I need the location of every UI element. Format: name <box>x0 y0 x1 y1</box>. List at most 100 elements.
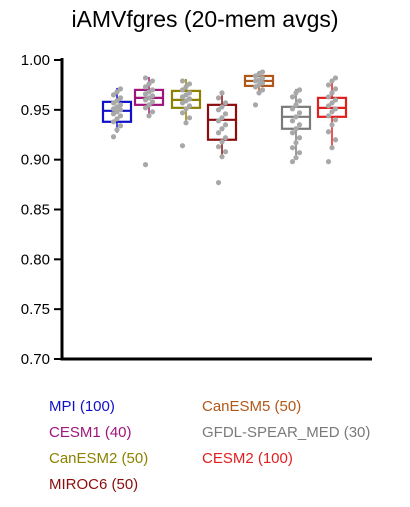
data-point <box>332 137 339 143</box>
data-point <box>117 123 124 129</box>
data-point <box>259 87 266 93</box>
data-point <box>222 149 229 155</box>
data-point <box>293 102 299 108</box>
data-point <box>215 179 222 186</box>
data-point <box>332 117 339 123</box>
legend-item-gfdl-spear_med: GFDL-SPEAR_MED (30) <box>202 424 371 441</box>
data-point <box>183 84 189 90</box>
data-point <box>215 130 222 136</box>
data-point <box>293 90 299 96</box>
data-point <box>149 109 156 115</box>
box-cesm2 <box>316 75 348 165</box>
data-point <box>296 150 303 156</box>
data-point <box>179 87 186 93</box>
legend-item-mpi: MPI (100) <box>49 398 115 415</box>
data-point <box>325 94 332 100</box>
axes: 1.00 0.95 0.90 0.85 0.80 0.75 0.70 <box>21 52 372 368</box>
y-tick-label: 0.70 <box>21 351 50 368</box>
data-point <box>289 145 296 151</box>
y-tick-label: 1.00 <box>21 52 50 69</box>
y-tick-label: 0.90 <box>21 152 50 169</box>
data-point <box>149 78 156 84</box>
data-point <box>142 75 149 81</box>
data-point <box>186 81 193 87</box>
data-point <box>146 102 152 108</box>
data-point <box>219 154 225 160</box>
data-point <box>186 115 193 121</box>
legend-item-miroc6: MIROC6 (50) <box>49 476 139 493</box>
data-point <box>219 104 225 110</box>
data-point <box>329 109 335 115</box>
data-point <box>142 162 149 168</box>
data-point <box>296 135 303 141</box>
box-miroc6 <box>206 90 238 186</box>
data-point <box>179 143 186 149</box>
data-point <box>289 106 296 112</box>
box-cesm1 <box>133 75 165 168</box>
boxes-layer <box>101 69 348 186</box>
data-point <box>219 90 225 96</box>
data-point <box>117 86 124 92</box>
data-point <box>146 81 152 87</box>
data-point <box>117 102 124 108</box>
y-tick-label: 0.95 <box>21 102 50 119</box>
box-mpi <box>101 86 133 140</box>
data-point <box>219 139 225 145</box>
data-point <box>117 113 124 119</box>
data-point <box>252 102 259 108</box>
legend-item-cesm1: CESM1 (40) <box>49 424 132 441</box>
data-point <box>186 90 193 96</box>
data-point <box>296 98 303 104</box>
data-point <box>179 78 186 84</box>
data-point <box>325 103 332 109</box>
data-point <box>215 95 222 101</box>
data-point <box>332 75 339 81</box>
data-point <box>186 96 193 102</box>
y-tick-label: 0.85 <box>21 202 50 219</box>
data-point <box>179 110 186 116</box>
data-point <box>325 82 332 88</box>
data-point <box>219 115 225 121</box>
data-point <box>332 97 339 103</box>
data-point <box>142 84 149 90</box>
data-point <box>110 134 117 140</box>
box-gfdl-spear_med <box>280 87 312 165</box>
data-point <box>296 87 303 93</box>
data-point <box>149 87 156 93</box>
data-point <box>325 129 332 135</box>
data-point <box>325 113 332 119</box>
data-point <box>114 127 120 133</box>
data-point <box>114 98 120 104</box>
data-point <box>332 86 339 92</box>
data-point <box>329 145 335 151</box>
data-point <box>329 122 335 128</box>
data-point <box>259 75 266 81</box>
data-point <box>219 126 225 132</box>
data-point <box>114 89 120 95</box>
data-point <box>296 122 303 128</box>
data-point <box>117 95 124 101</box>
data-point <box>329 100 335 106</box>
data-point <box>289 94 296 100</box>
chart-title: iAMVfgres (20-mem avgs) <box>71 6 339 32</box>
data-point <box>222 111 229 117</box>
data-point <box>332 106 339 112</box>
data-point <box>114 116 120 122</box>
y-tick-label: 0.80 <box>21 251 50 268</box>
legend-item-cesm2: CESM2 (100) <box>202 450 293 467</box>
data-point <box>289 118 296 124</box>
y-tick-label: 0.75 <box>21 301 50 318</box>
data-point <box>289 130 296 136</box>
data-point <box>296 110 303 116</box>
data-point <box>183 106 189 112</box>
data-point <box>117 107 124 113</box>
legend-item-canesm2: CanESM2 (50) <box>49 450 149 467</box>
legend-item-canesm5: CanESM5 (50) <box>202 398 302 415</box>
data-point <box>110 119 117 125</box>
data-point <box>329 90 335 96</box>
box-canesm5 <box>243 69 275 108</box>
data-point <box>222 135 229 141</box>
data-point <box>149 93 156 99</box>
data-point <box>146 113 152 119</box>
